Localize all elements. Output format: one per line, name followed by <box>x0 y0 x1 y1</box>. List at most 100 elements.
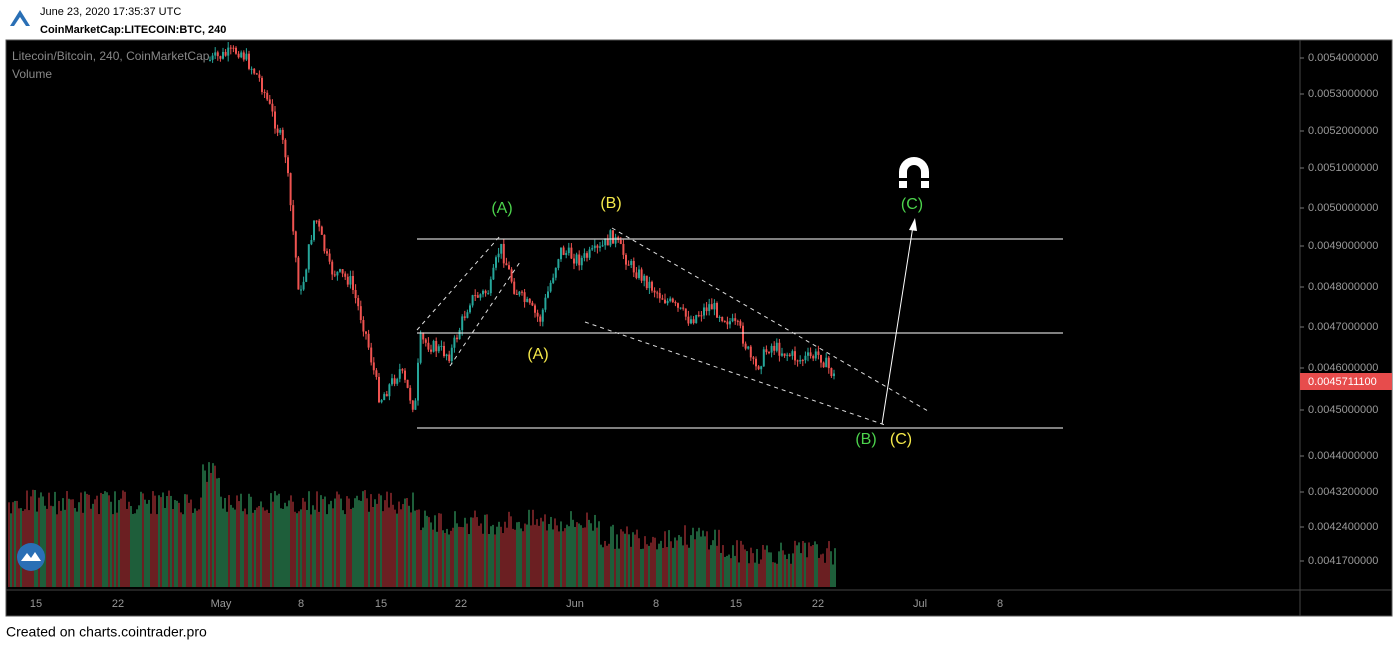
volume-bar <box>616 534 618 587</box>
candle-body <box>268 99 271 104</box>
price-label: 0.0044000000 <box>1308 450 1378 462</box>
volume-bar <box>112 514 114 587</box>
levels <box>417 238 1063 429</box>
candle-body <box>539 316 542 322</box>
volume-bar <box>328 504 330 587</box>
volume-bar <box>40 492 42 587</box>
candle-body <box>554 267 557 278</box>
volume-bar <box>560 521 562 587</box>
volume-bar <box>42 496 44 587</box>
volume-bar <box>94 499 96 587</box>
volume-bar <box>816 544 818 587</box>
volume-bar <box>548 523 550 587</box>
candle-body <box>515 293 518 295</box>
candle-body <box>422 333 425 340</box>
candle-body <box>240 52 243 58</box>
volume-bar <box>584 527 586 587</box>
candle-body <box>380 400 383 403</box>
volume-bar <box>248 493 250 587</box>
candle-body <box>593 245 596 249</box>
volume-bar <box>252 512 254 587</box>
wave-label: (C) <box>890 431 912 448</box>
volume-bar <box>284 502 286 587</box>
volume-bar <box>786 559 788 587</box>
volume-bar <box>814 541 816 587</box>
volume-bar <box>330 500 332 587</box>
volume-bar <box>646 544 648 587</box>
candle-body <box>705 307 708 312</box>
volume-bar <box>238 501 240 587</box>
candle-body <box>591 248 594 250</box>
volume-bar <box>156 514 158 587</box>
volume-bar <box>374 499 376 587</box>
volume-bar <box>784 554 786 587</box>
candle-body <box>661 298 664 300</box>
price-label: 0.0053000000 <box>1308 88 1378 100</box>
volume-bar <box>644 536 646 587</box>
date-label: 22 <box>812 598 824 610</box>
volume-bar <box>568 526 570 587</box>
volume-bar <box>716 545 718 587</box>
volume-bar <box>58 500 60 587</box>
volume-bar <box>464 517 466 587</box>
candle-body <box>474 295 477 297</box>
volume-bar <box>122 490 124 587</box>
volume-bar <box>366 498 368 587</box>
candle-body <box>794 351 796 361</box>
volume-bar <box>412 492 414 587</box>
volume-bar <box>520 528 522 587</box>
candle-body <box>768 352 770 354</box>
volume-bar <box>228 495 230 587</box>
volume-bar <box>70 499 72 587</box>
volume-bar <box>776 563 778 587</box>
candle-body <box>320 226 323 235</box>
candle-body <box>253 68 256 74</box>
candle-body <box>578 254 581 266</box>
volume-bar <box>438 513 440 587</box>
candle-body <box>742 325 744 344</box>
volume-bar <box>476 517 478 587</box>
volume-bar <box>824 562 826 587</box>
candle-body <box>692 319 695 324</box>
volume-bar <box>558 531 560 587</box>
volume-bar <box>68 498 70 587</box>
volume-bar <box>130 505 132 587</box>
volume-bar <box>344 514 346 587</box>
candle-body <box>336 271 339 276</box>
candle-body <box>450 347 453 362</box>
volume-bar <box>304 501 306 587</box>
volume-bar <box>452 527 454 587</box>
volume-bar <box>632 532 634 587</box>
candle-body <box>775 342 778 351</box>
candle-body <box>370 347 373 363</box>
candle-body <box>687 316 690 324</box>
candle-body <box>796 360 799 362</box>
volume-bar <box>436 531 438 587</box>
candle-body <box>476 295 479 298</box>
volume-bar <box>638 538 640 587</box>
volume-bar <box>428 517 430 587</box>
candle-body <box>791 351 794 356</box>
volume-bar <box>312 505 314 587</box>
candle-body <box>531 302 534 306</box>
price-label: 0.0051000000 <box>1308 162 1378 174</box>
candle-body <box>669 298 672 301</box>
volume-bar <box>10 513 12 587</box>
timestamp: June 23, 2020 17:35:37 UTC <box>40 6 181 18</box>
volume-bar <box>424 510 426 587</box>
candle-body <box>492 267 495 280</box>
volume-bar <box>204 470 206 587</box>
candle-body <box>227 47 230 56</box>
volume-bar <box>254 509 256 587</box>
volume-bar <box>588 519 590 587</box>
candle-body <box>393 378 396 384</box>
candle-body <box>219 56 222 59</box>
volume-bar <box>176 500 178 587</box>
candle-body <box>432 341 435 352</box>
volume-bar <box>660 540 662 587</box>
volume-bar <box>50 505 52 587</box>
volume-bar <box>462 527 464 587</box>
candle-body <box>357 298 360 307</box>
candle-body <box>505 263 508 266</box>
candle-body <box>700 315 703 317</box>
